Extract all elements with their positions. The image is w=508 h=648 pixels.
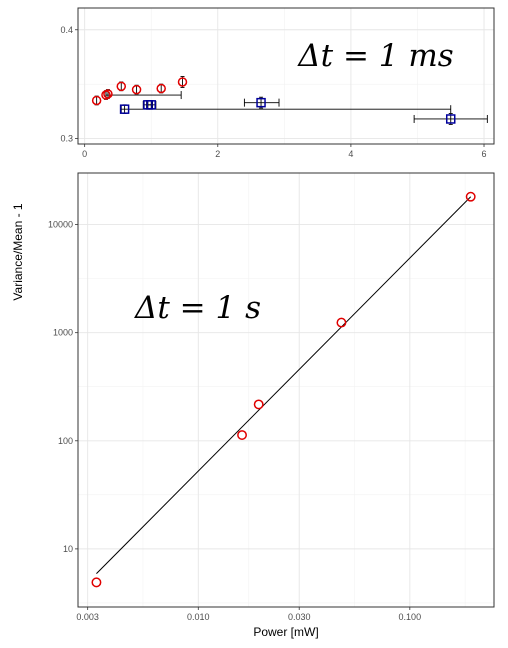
bottom-data-point	[253, 399, 264, 410]
bottom-panel-grid	[78, 173, 494, 607]
bottom-x-tick-label: 0.100	[399, 612, 422, 622]
top-x-tick-label: 4	[348, 149, 353, 159]
bottom-x-tick-label: 0.003	[76, 612, 99, 622]
bottom-fit-line	[96, 196, 472, 575]
bottom-panel-marks	[91, 191, 476, 588]
top-y-tick-label: 0.3	[60, 134, 73, 144]
top-panel-marks	[91, 76, 488, 125]
top-circle-marker	[131, 84, 142, 95]
bottom-x-tick-label: 0.010	[187, 612, 210, 622]
bottom-data-point	[91, 577, 102, 588]
top-x-tick-label: 0	[82, 149, 87, 159]
top-x-tick-label: 6	[482, 149, 487, 159]
bottom-y-tick-label: 10000	[48, 220, 73, 230]
top-panel-background	[78, 8, 494, 144]
top-panel: 0 2 4 6 0.3 0.4 Δt = 1 ms	[60, 7, 495, 159]
bottom-data-point	[237, 430, 247, 440]
top-square-marker	[119, 104, 130, 114]
bottom-data-point	[465, 191, 476, 202]
bottom-panel-border	[77, 172, 495, 608]
bottom-panel: 0.003 0.010 0.030 0.100 10 100 1000 10000 Δt = …	[48, 172, 495, 639]
top-circle-marker	[177, 77, 188, 87]
bottom-y-tick-label: 10	[63, 544, 73, 554]
top-circle-marker	[91, 95, 102, 106]
top-square-marker	[146, 100, 156, 110]
top-x-tick-label: 2	[215, 149, 220, 159]
top-panel-annotation: Δt = 1 ms	[297, 38, 453, 74]
top-y-tick-label: 0.4	[60, 25, 73, 35]
top-circle-marker	[103, 89, 113, 99]
bottom-x-axis-label: Power [mW]	[253, 625, 318, 639]
top-circle-marker	[156, 83, 166, 94]
bottom-panel-annotation: Δt = 1 s	[134, 290, 261, 326]
top-panel-border	[77, 7, 495, 145]
top-panel-grid	[78, 8, 494, 144]
top-circle-marker	[116, 81, 127, 92]
bottom-y-tick-label: 100	[58, 436, 73, 446]
shared-y-axis-label: Variance/Mean - 1	[11, 203, 25, 300]
bottom-y-tick-label: 1000	[53, 328, 73, 338]
top-square-marker	[445, 114, 456, 124]
bottom-panel-background	[78, 173, 494, 607]
top-square-marker	[256, 97, 266, 108]
bottom-x-tick-label: 0.030	[288, 612, 311, 622]
bottom-data-point	[336, 317, 347, 328]
